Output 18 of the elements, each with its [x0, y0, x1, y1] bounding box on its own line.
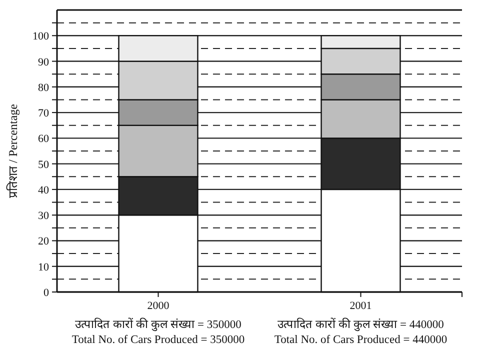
y-tick-label: 60 — [38, 133, 50, 146]
y-tick-label: 70 — [38, 108, 50, 120]
text: उत्पादित कारों की कुल संख्या = 440000 — [278, 317, 444, 332]
text: उत्पादित कारों की कुल संख्या = 350000 — [75, 317, 242, 332]
y-axis-title: प्रतिशत / Percentage — [6, 104, 20, 198]
y-tick-label: 0 — [44, 287, 50, 299]
y-tick-label: 100 — [32, 30, 50, 43]
y-tick-label: 10 — [38, 261, 50, 274]
y-tick-label: 50 — [38, 158, 50, 171]
y-tick-label: 40 — [38, 184, 50, 196]
x-tick-label: 2000 — [147, 300, 170, 312]
y-tick-label: 30 — [38, 210, 50, 222]
x-tick-label: 2001 — [350, 300, 372, 312]
text: Total No. of Cars Produced = 440000 — [274, 334, 448, 346]
y-tick-label: 90 — [38, 56, 50, 68]
y-tick-label: 20 — [38, 236, 50, 248]
text: Total No. of Cars Produced = 350000 — [72, 334, 245, 346]
y-tick-label: 80 — [38, 82, 50, 94]
